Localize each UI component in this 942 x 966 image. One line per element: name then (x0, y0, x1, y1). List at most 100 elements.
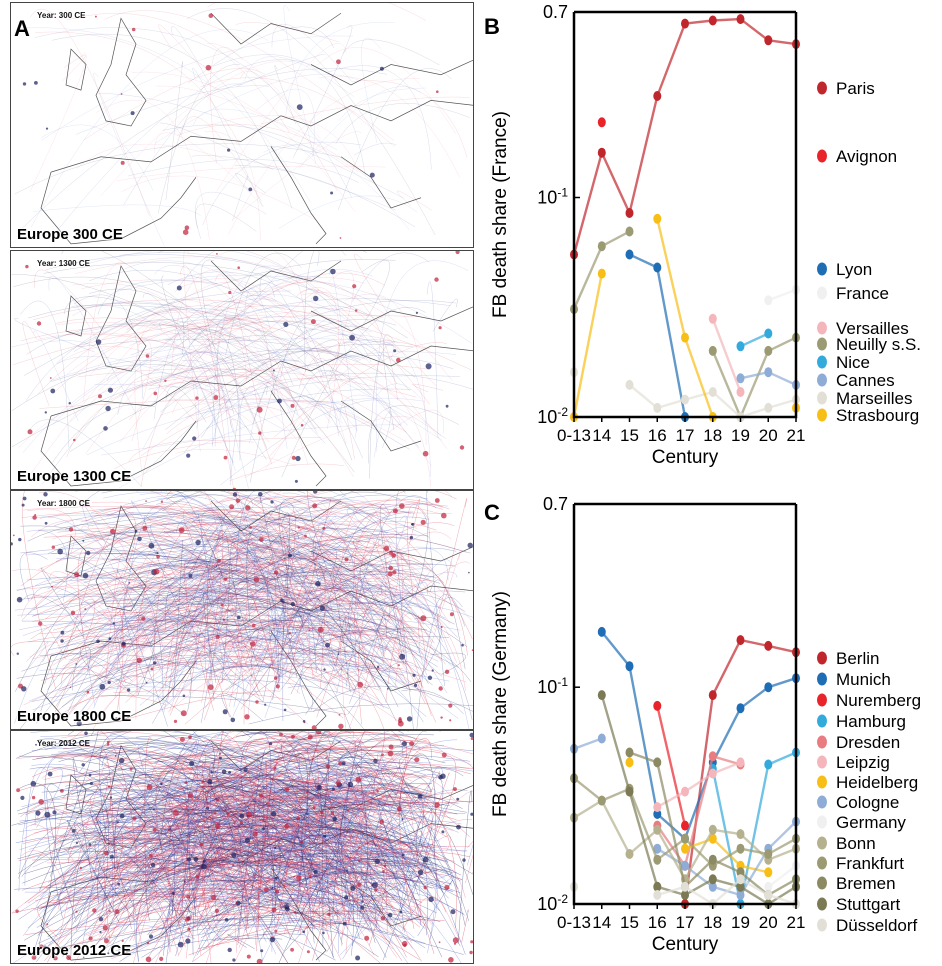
migration-arc (17, 613, 427, 693)
series-heidelberg (625, 757, 773, 878)
migration-arc (189, 530, 222, 694)
migration-arc (63, 296, 160, 315)
legend-swatch (817, 815, 827, 829)
migration-arc (164, 382, 230, 404)
migration-arc (188, 814, 226, 852)
migration-arc (171, 557, 350, 697)
migration-arc (89, 269, 408, 426)
migration-arc (379, 504, 405, 665)
migration-arc (83, 491, 268, 555)
migration-arc (175, 251, 368, 293)
migration-arc (39, 653, 264, 702)
migration-arc (278, 512, 290, 682)
migration-arc (15, 583, 107, 692)
migration-arc (39, 629, 381, 670)
migration-arc (149, 503, 384, 708)
migration-arc (38, 491, 165, 651)
migration-arc (97, 646, 450, 682)
series-line (656, 878, 797, 906)
migration-arc (95, 505, 296, 628)
migration-arc (272, 813, 363, 831)
city-dot (38, 799, 44, 805)
migration-arc (92, 501, 315, 678)
city-dot (338, 723, 344, 729)
migration-arc (253, 579, 312, 596)
migration-arc (230, 418, 254, 434)
migration-arc (287, 512, 296, 596)
migration-arc (176, 823, 277, 906)
data-point (597, 117, 606, 128)
data-point (764, 890, 773, 900)
city-dot (141, 616, 146, 621)
city-dot (440, 626, 443, 628)
x-tick-label: 19 (731, 913, 750, 932)
city-dot (399, 910, 403, 914)
migration-arc (183, 509, 198, 547)
migration-arc (120, 503, 448, 639)
migration-arc (318, 75, 461, 178)
migration-arc (354, 748, 472, 849)
migration-arc (214, 734, 260, 930)
y-axis-label: FB death share (France) (490, 111, 511, 318)
city-dot (313, 869, 318, 875)
migration-arc (370, 788, 438, 809)
migration-arc (207, 641, 280, 682)
city-dot (438, 941, 441, 944)
city-dot (381, 753, 384, 757)
migration-arc (119, 892, 317, 963)
migration-arc (461, 909, 469, 943)
migration-arc (59, 648, 408, 692)
migration-arc (27, 530, 68, 602)
migration-arc (314, 568, 429, 591)
migration-arc (203, 597, 442, 662)
city-dot (84, 731, 88, 736)
migration-arc (88, 288, 268, 449)
legend-swatch (817, 373, 827, 387)
migration-arc (191, 515, 306, 576)
legend-item-germany: Germany (817, 813, 906, 832)
legend-label: Nuremberg (836, 691, 921, 710)
city-dot (108, 843, 111, 845)
migration-arc (146, 564, 438, 668)
city-dot (229, 504, 235, 510)
migration-arc (307, 491, 347, 570)
migration-arc (112, 297, 228, 343)
map-svg-2012 (11, 731, 473, 963)
migration-arc (188, 517, 223, 634)
migration-arc (275, 837, 354, 956)
migration-arc (126, 611, 231, 669)
data-point (597, 795, 606, 806)
legend-label: France (836, 284, 889, 303)
migration-arc (137, 810, 176, 963)
migration-arc (170, 319, 364, 459)
migration-arc (383, 637, 404, 657)
city-dot (146, 941, 150, 945)
series-line (656, 755, 741, 867)
migration-arc (185, 375, 460, 418)
migration-arc (269, 588, 375, 698)
migration-arc (189, 741, 408, 796)
city-dot (114, 909, 120, 915)
migration-arc (164, 842, 467, 898)
migration-arc (116, 568, 163, 673)
migration-arc (392, 596, 470, 729)
migration-arc (108, 553, 335, 628)
city-dot (153, 568, 160, 575)
city-dot (392, 570, 397, 575)
migration-arc (37, 332, 298, 440)
migration-arc (167, 271, 368, 360)
migration-arc (251, 825, 281, 897)
migration-arc (19, 552, 48, 602)
city-dot (449, 612, 454, 617)
city-dot (171, 891, 175, 895)
migration-arc (302, 790, 367, 912)
migration-arc (295, 625, 472, 682)
migration-arc (142, 588, 334, 652)
migration-arc (84, 301, 298, 403)
city-dot (456, 824, 461, 830)
city-dot (213, 395, 219, 400)
migration-arc (332, 762, 373, 914)
series-line (767, 288, 797, 302)
coastline (95, 265, 147, 372)
city-dot (291, 734, 295, 739)
